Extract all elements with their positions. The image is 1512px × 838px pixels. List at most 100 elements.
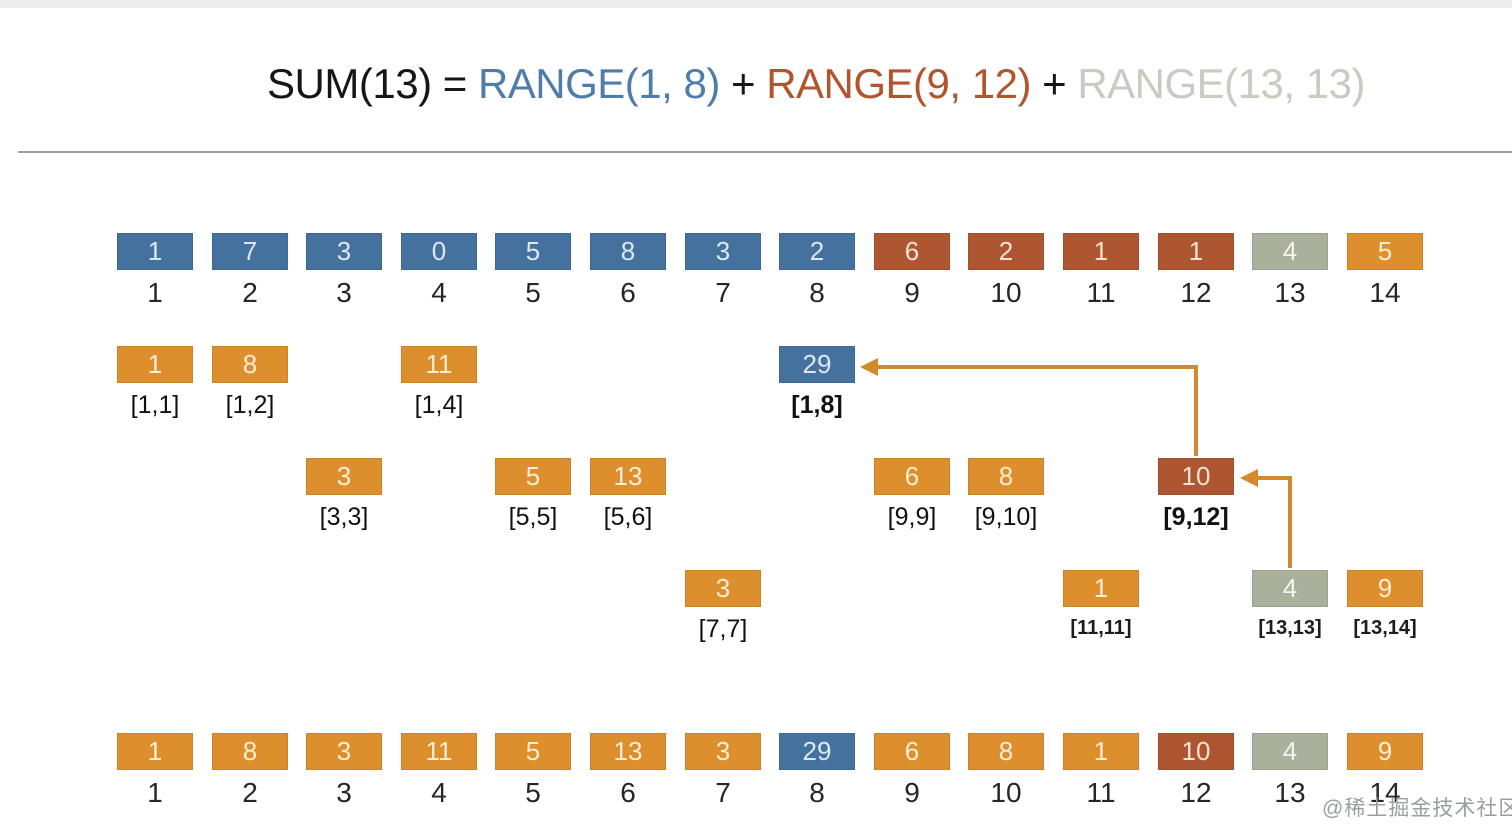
index-label: 4: [431, 777, 447, 808]
index-label: 10: [990, 777, 1022, 808]
cell-box: 2: [968, 233, 1044, 270]
cell-box: 8: [212, 346, 288, 383]
cell-box: 8: [212, 733, 288, 770]
index-label: 13: [1274, 277, 1306, 308]
index-label: 7: [715, 777, 731, 808]
tree-cell: 6 [9,9]: [874, 458, 950, 532]
cell-box: 8: [590, 233, 666, 270]
tree-cell: 1 [11,11]: [1063, 570, 1139, 640]
bit-cell: 29 8: [779, 733, 855, 809]
bit-cell: 4 13: [1252, 733, 1328, 809]
cell-box: 6: [874, 233, 950, 270]
array-cell: 2 10: [968, 233, 1044, 309]
cell-box: 7: [212, 233, 288, 270]
bit-cell: 9 14: [1347, 733, 1423, 809]
cell-box: 5: [495, 233, 571, 270]
cell-box: 1: [117, 346, 193, 383]
cell-box: 3: [306, 733, 382, 770]
index-label: 6: [620, 777, 636, 808]
array-cell: 1 12: [1158, 233, 1234, 309]
range-label: [3,3]: [319, 503, 369, 531]
tree-cell: 3 [3,3]: [306, 458, 382, 532]
bit-cell: 11 4: [401, 733, 477, 809]
index-label: 11: [1086, 277, 1116, 308]
bit-cell: 1 11: [1063, 733, 1139, 809]
cell-box: 3: [685, 233, 761, 270]
title-segment-2: +: [719, 60, 767, 107]
title-segment-5: RANGE(13, 13): [1077, 60, 1365, 107]
cell-box: 1: [1063, 233, 1139, 270]
range-label: [5,5]: [508, 503, 558, 531]
cell-box: 9: [1347, 570, 1423, 607]
index-label: 6: [620, 277, 636, 308]
tree-cell: 29 [1,8]: [779, 346, 855, 420]
cell-box: 3: [306, 233, 382, 270]
index-label: 8: [809, 777, 825, 808]
tree-cell: 3 [7,7]: [685, 570, 761, 644]
range-label: [5,6]: [603, 503, 653, 531]
index-label: 2: [242, 277, 258, 308]
index-label: 13: [1274, 777, 1306, 808]
index-label: 9: [904, 777, 920, 808]
range-label: [9,10]: [974, 503, 1038, 531]
array-cell: 5 14: [1347, 233, 1423, 309]
index-label: 14: [1369, 777, 1401, 808]
index-label: 1: [147, 277, 163, 308]
array-cell: 4 13: [1252, 233, 1328, 309]
title-segment-1: RANGE(1, 8): [477, 60, 720, 107]
range-label: [1,8]: [791, 391, 843, 419]
index-label: 12: [1180, 777, 1212, 808]
cell-box: 5: [495, 458, 571, 495]
cell-box: 2: [779, 233, 855, 270]
index-label: 11: [1086, 777, 1116, 808]
tree-cell: 11 [1,4]: [401, 346, 477, 420]
cell-box: 29: [779, 346, 855, 383]
index-label: 1: [147, 777, 163, 808]
cell-box: 11: [401, 733, 477, 770]
cell-box: 1: [1158, 233, 1234, 270]
cell-box: 4: [1252, 570, 1328, 607]
index-label: 5: [525, 277, 541, 308]
cell-box: 11: [401, 346, 477, 383]
tree-cell: 1 [1,1]: [117, 346, 193, 420]
tree-cell: 13 [5,6]: [590, 458, 666, 532]
cell-box: 5: [495, 733, 571, 770]
cell-box: 1: [1063, 733, 1139, 770]
divider-line: [18, 151, 1512, 153]
tree-cell: 8 [9,10]: [968, 458, 1044, 532]
tree-cell: 8 [1,2]: [212, 346, 288, 420]
index-label: 8: [809, 277, 825, 308]
cell-box: 0: [401, 233, 477, 270]
range-label: [13,13]: [1258, 617, 1322, 639]
index-label: 7: [715, 277, 731, 308]
title-segment-0: SUM(13) =: [267, 60, 478, 107]
range-label: [11,11]: [1070, 617, 1132, 639]
cell-box: 1: [117, 733, 193, 770]
index-label: 10: [990, 277, 1022, 308]
cell-box: 10: [1158, 733, 1234, 770]
cell-box: 4: [1252, 233, 1328, 270]
cell-box: 3: [685, 733, 761, 770]
index-label: 5: [525, 777, 541, 808]
index-label: 4: [431, 277, 447, 308]
cell-box: 10: [1158, 458, 1234, 495]
cell-box: 1: [117, 233, 193, 270]
index-label: 2: [242, 777, 258, 808]
tree-cell: 10 [9,12]: [1158, 458, 1234, 532]
array-cell: 1 11: [1063, 233, 1139, 309]
index-label: 3: [336, 277, 352, 308]
title-segment-4: +: [1030, 60, 1078, 107]
